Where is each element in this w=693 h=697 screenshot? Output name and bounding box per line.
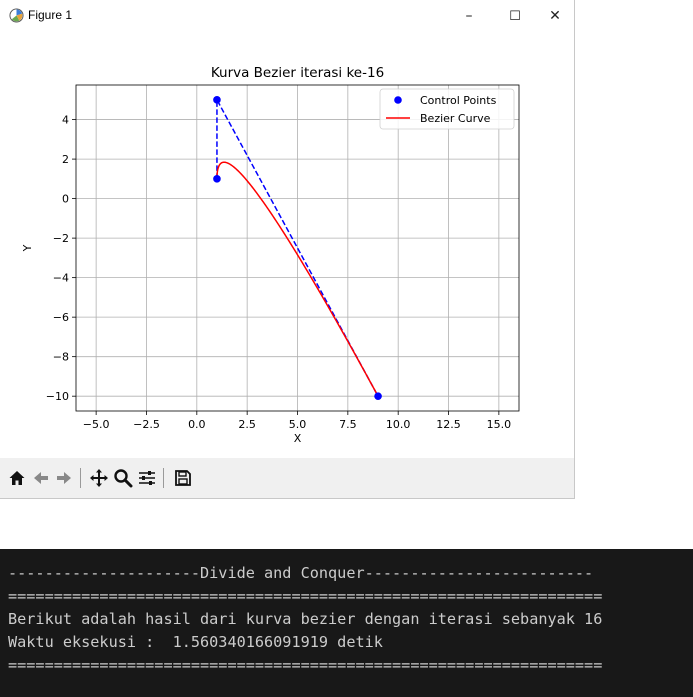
legend-label-control-points: Control Points — [420, 94, 497, 107]
terminal-line: Berikut adalah hasil dari kurva bezier d… — [8, 610, 603, 628]
legend-label-bezier-curve: Bezier Curve — [420, 112, 491, 125]
legend-box — [379, 88, 515, 130]
bezier-curve-line — [216, 161, 379, 397]
pan-icon — [90, 469, 108, 487]
x-tick-label: −5.0 — [83, 418, 110, 431]
forward-icon — [57, 472, 71, 484]
chart-title: Kurva Bezier iterasi ke-16 — [211, 65, 384, 81]
home-icon — [9, 471, 25, 485]
zoom-icon — [114, 469, 133, 488]
x-tick-label: 0.0 — [188, 418, 206, 431]
window-title: Figure 1 — [28, 8, 73, 22]
save-button[interactable] — [172, 467, 194, 489]
plot-canvas[interactable]: −5.0 −2.5 0.0 2.5 5.0 7.5 10.0 12.5 15.0 −10 −8 −6 −… — [0, 32, 574, 458]
x-tick-label: 15.0 — [487, 418, 512, 431]
close-button[interactable]: ✕ — [532, 0, 578, 32]
x-tick-label: 12.5 — [436, 418, 461, 431]
maximize-icon: ☐ — [509, 8, 521, 24]
control-point-marker — [374, 392, 382, 400]
y-axis-label: Y — [21, 244, 34, 252]
y-tick-label: 2 — [62, 153, 69, 166]
toolbar-separator — [80, 468, 81, 488]
x-tick-label: 7.5 — [339, 418, 357, 431]
minimize-icon: – — [465, 8, 473, 24]
control-point-marker — [213, 175, 221, 183]
y-tick-label: −4 — [53, 272, 69, 285]
configure-icon — [139, 471, 155, 485]
x-axis-label: X — [294, 432, 302, 445]
x-tick-label: 10.0 — [386, 418, 411, 431]
home-button[interactable] — [6, 467, 28, 489]
x-tick-label: −2.5 — [133, 418, 160, 431]
back-icon — [34, 472, 48, 484]
minimize-button[interactable]: – — [446, 0, 492, 32]
toolbar-separator — [163, 468, 164, 488]
bezier-chart: −5.0 −2.5 0.0 2.5 5.0 7.5 10.0 12.5 15.0 −10 −8 −6 −… — [21, 65, 520, 445]
terminal-line: Waktu eksekusi : 1.560340166091919 detik — [8, 633, 383, 651]
forward-button[interactable] — [53, 467, 75, 489]
legend-marker-control-points — [394, 96, 402, 104]
x-tick-label: 2.5 — [238, 418, 256, 431]
title-bar[interactable]: Figure 1 – ☐ ✕ — [0, 0, 574, 32]
save-icon — [175, 470, 191, 486]
y-tick-label: −10 — [46, 390, 69, 403]
matplotlib-icon — [9, 8, 24, 23]
pan-button[interactable] — [88, 467, 110, 489]
y-tick-label: 4 — [62, 114, 69, 127]
figure-window: Figure 1 – ☐ ✕ −5.0 −2.5 0.0 2.5 5.0 7.5 10.0 1… — [0, 0, 575, 499]
y-tick-label: −8 — [53, 351, 69, 364]
axes-frame — [75, 84, 520, 412]
zoom-button[interactable] — [112, 467, 134, 489]
maximize-button[interactable]: ☐ — [492, 0, 538, 32]
y-tick-label: −2 — [53, 232, 69, 245]
y-tick-label: 0 — [62, 193, 69, 206]
terminal-partial-line: ----------------------------------------… — [0, 549, 603, 555]
control-point-marker — [213, 96, 221, 104]
back-button[interactable] — [30, 467, 52, 489]
terminal-line: ---------------------Divide and Conquer-… — [8, 564, 594, 582]
x-tick-label: 5.0 — [289, 418, 307, 431]
terminal-output: ----------------------------------------… — [0, 549, 693, 697]
configure-subplots-button[interactable] — [136, 467, 158, 489]
control-polygon-line — [216, 99, 379, 397]
terminal-line: ========================================… — [8, 587, 603, 605]
close-icon: ✕ — [549, 8, 561, 24]
navigation-toolbar — [0, 459, 574, 498]
y-tick-label: −6 — [53, 311, 69, 324]
terminal-line: ========================================… — [8, 656, 603, 674]
